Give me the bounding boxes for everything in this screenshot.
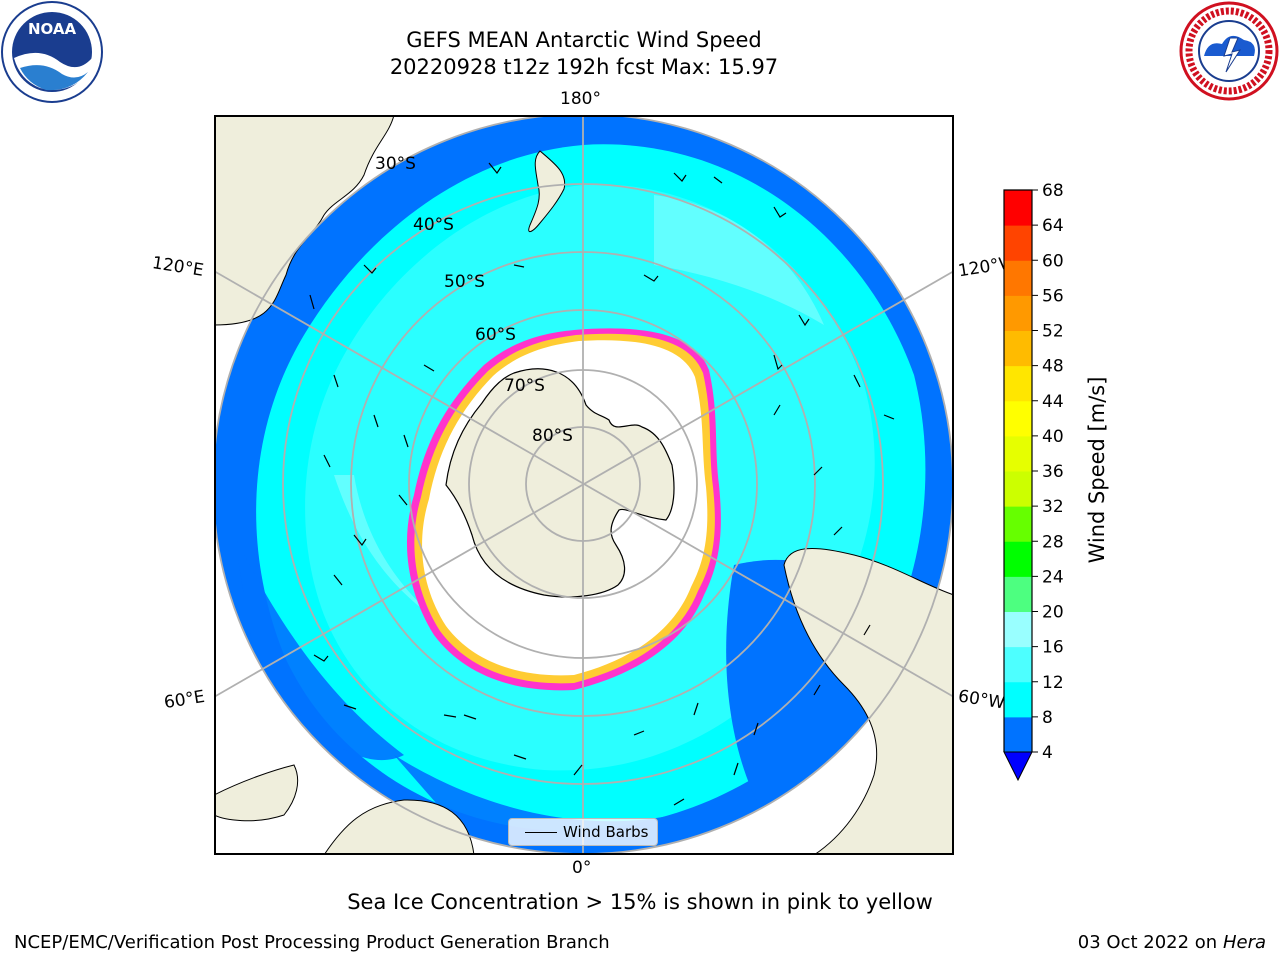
colorbar-segment bbox=[1004, 295, 1032, 331]
colorbar-segment bbox=[1004, 681, 1032, 718]
footer-date-text: 03 Oct 2022 on bbox=[1077, 932, 1223, 953]
colorbar-tick-label: 52 bbox=[1042, 322, 1064, 342]
colorbar-segment bbox=[1004, 646, 1032, 683]
land-africa bbox=[323, 799, 475, 855]
nws-logo bbox=[1179, 1, 1279, 101]
colorbar-tick-label: 36 bbox=[1042, 462, 1064, 482]
colorbar-segment bbox=[1004, 506, 1032, 542]
lat-label-70s: 70°S bbox=[504, 376, 545, 396]
map-legend: Wind Barbs bbox=[508, 818, 658, 846]
colorbar-tick-label: 60 bbox=[1042, 251, 1064, 271]
lat-label-50s: 50°S bbox=[444, 272, 485, 292]
colorbar-segment bbox=[1004, 541, 1032, 577]
colorbar-extend bbox=[1003, 751, 1033, 782]
colorbar-tick-label: 68 bbox=[1042, 181, 1064, 201]
colorbar-segment bbox=[1004, 330, 1032, 367]
colorbar-segment bbox=[1004, 471, 1032, 507]
colorbar-tick-label: 64 bbox=[1042, 216, 1064, 236]
lat-label-40s: 40°S bbox=[413, 215, 454, 235]
colorbar-segment bbox=[1004, 435, 1032, 472]
lon-label-120e: 120°E bbox=[150, 253, 205, 281]
lat-label-30s: 30°S bbox=[375, 154, 416, 174]
colorbar-tick-label: 12 bbox=[1042, 673, 1064, 693]
colorbar-tick-label: 8 bbox=[1042, 708, 1053, 728]
noaa-logo: NOAA bbox=[1, 1, 103, 103]
footer-host: Hera bbox=[1222, 932, 1266, 953]
sea-ice-caption: Sea Ice Concentration > 15% is shown in … bbox=[347, 890, 933, 914]
svg-text:NOAA: NOAA bbox=[28, 20, 77, 38]
colorbar-tick-label: 40 bbox=[1042, 427, 1064, 447]
colorbar-segment bbox=[1004, 400, 1032, 437]
lat-label-60s: 60°S bbox=[475, 325, 516, 345]
footer-date: 03 Oct 2022 on Hera bbox=[1078, 932, 1266, 953]
wind-band-4-8-sw bbox=[234, 535, 404, 761]
lat-label-80s: 80°S bbox=[532, 426, 573, 446]
wind-band-16-20 bbox=[654, 195, 824, 325]
colorbar-tick-label: 48 bbox=[1042, 357, 1064, 377]
colorbar-tick-label: 16 bbox=[1042, 638, 1064, 658]
lon-label-0: 0° bbox=[572, 858, 592, 878]
legend-label: Wind Barbs bbox=[563, 823, 649, 841]
colorbar-segment bbox=[1004, 260, 1032, 296]
colorbar-tick-label: 20 bbox=[1042, 603, 1064, 623]
wind-band-16-20-b bbox=[334, 475, 444, 625]
colorbar-tick-label: 56 bbox=[1042, 286, 1064, 306]
colorbar-segment bbox=[1004, 190, 1032, 226]
map-frame bbox=[214, 115, 954, 855]
wind-barbs bbox=[309, 162, 895, 806]
lon-label-180: 180° bbox=[560, 89, 601, 109]
legend-line-swatch bbox=[525, 832, 557, 833]
colorbar-tick-label: 28 bbox=[1042, 532, 1064, 552]
antarctica bbox=[445, 368, 675, 598]
chart-title: GEFS MEAN Antarctic Wind Speed bbox=[406, 28, 762, 52]
colorbar-tick-label: 4 bbox=[1042, 743, 1053, 763]
lon-label-60e: 60°E bbox=[162, 686, 207, 714]
colorbar-tick-label: 44 bbox=[1042, 392, 1064, 412]
colorbar-tick-label: 32 bbox=[1042, 497, 1064, 517]
colorbar-tick-label: 24 bbox=[1042, 567, 1064, 587]
chart-subtitle: 20220928 t12z 192h fcst Max: 15.97 bbox=[389, 55, 779, 79]
colorbar-segment bbox=[1004, 365, 1032, 402]
colorbar-segment bbox=[1004, 611, 1032, 648]
colorbar-segment bbox=[1004, 576, 1032, 612]
colorbar-segment bbox=[1004, 225, 1032, 261]
land-australia bbox=[214, 115, 395, 326]
land-madagascar bbox=[214, 764, 299, 822]
polar-map: 30°S 40°S 50°S 60°S 70°S 80°S bbox=[214, 115, 954, 855]
colorbar-segment bbox=[1004, 716, 1032, 753]
footer-credit: NCEP/EMC/Verification Post Processing Pr… bbox=[14, 932, 610, 953]
colorbar-label: Wind Speed [m/s] bbox=[1085, 376, 1109, 564]
